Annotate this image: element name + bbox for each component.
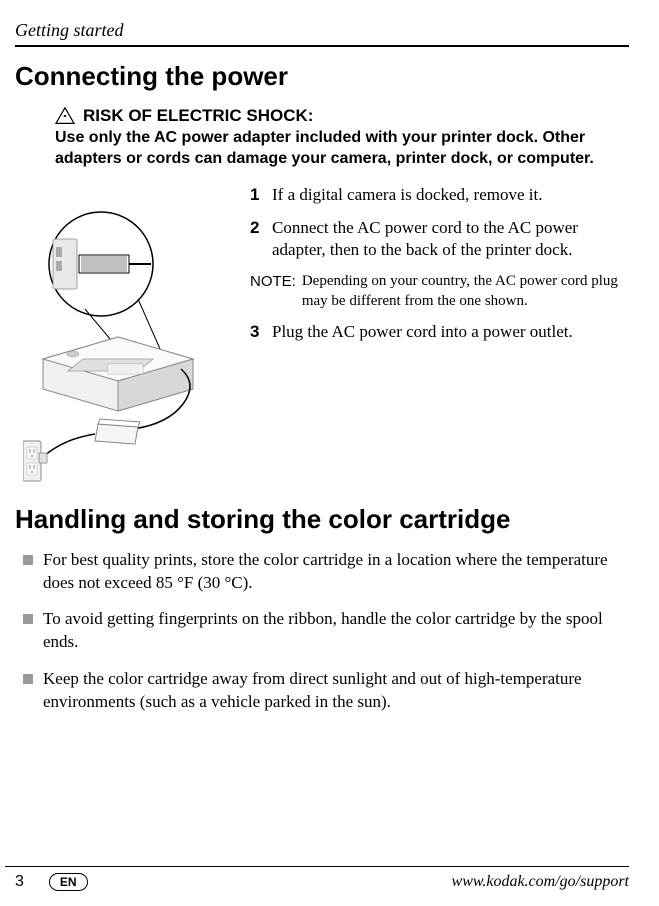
page-header: Getting started	[15, 20, 629, 47]
section-title-cartridge: Handling and storing the color cartridge	[15, 504, 629, 535]
page-footer: 3 EN www.kodak.com/go/support	[5, 866, 629, 891]
footer-left: 3 EN	[15, 873, 88, 891]
warning-header: RISK OF ELECTRIC SHOCK:	[55, 106, 629, 126]
note-label: NOTE:	[250, 272, 296, 311]
step-text: If a digital camera is docked, remove it…	[272, 184, 629, 207]
power-content-row: 1 If a digital camera is docked, remove …	[23, 184, 629, 494]
section-title-power: Connecting the power	[15, 61, 629, 92]
warning-text: Use only the AC power adapter included w…	[55, 128, 629, 170]
bullet-item: Keep the color cartridge away from direc…	[23, 668, 629, 714]
step-text: Plug the AC power cord into a power outl…	[272, 321, 629, 344]
step-2: 2 Connect the AC power cord to the AC po…	[250, 217, 629, 263]
cartridge-bullets: For best quality prints, store the color…	[23, 549, 629, 715]
bullet-icon	[23, 674, 33, 684]
bullet-text: To avoid getting fingerprints on the rib…	[43, 608, 629, 654]
warning-block: RISK OF ELECTRIC SHOCK: Use only the AC …	[55, 106, 629, 170]
step-3: 3 Plug the AC power cord into a power ou…	[250, 321, 629, 344]
language-badge: EN	[49, 873, 88, 891]
step-number: 1	[250, 184, 262, 207]
step-number: 2	[250, 217, 262, 263]
support-url: www.kodak.com/go/support	[452, 873, 629, 891]
steps-column: 1 If a digital camera is docked, remove …	[250, 184, 629, 494]
bullet-item: To avoid getting fingerprints on the rib…	[23, 608, 629, 654]
step-text: Connect the AC power cord to the AC powe…	[272, 217, 629, 263]
note: NOTE: Depending on your country, the AC …	[250, 272, 629, 311]
step-1: 1 If a digital camera is docked, remove …	[250, 184, 629, 207]
bullet-text: Keep the color cartridge away from direc…	[43, 668, 629, 714]
note-text: Depending on your country, the AC power …	[302, 272, 629, 311]
bullet-text: For best quality prints, store the color…	[43, 549, 629, 595]
bullet-item: For best quality prints, store the color…	[23, 549, 629, 595]
risk-label: RISK OF ELECTRIC SHOCK:	[83, 106, 313, 126]
bullet-icon	[23, 555, 33, 565]
bullet-icon	[23, 614, 33, 624]
page-number: 3	[15, 873, 24, 891]
step-number: 3	[250, 321, 262, 344]
printer-dock-illustration	[23, 209, 233, 489]
illustration-column	[23, 184, 238, 494]
electric-shock-icon	[55, 107, 75, 125]
